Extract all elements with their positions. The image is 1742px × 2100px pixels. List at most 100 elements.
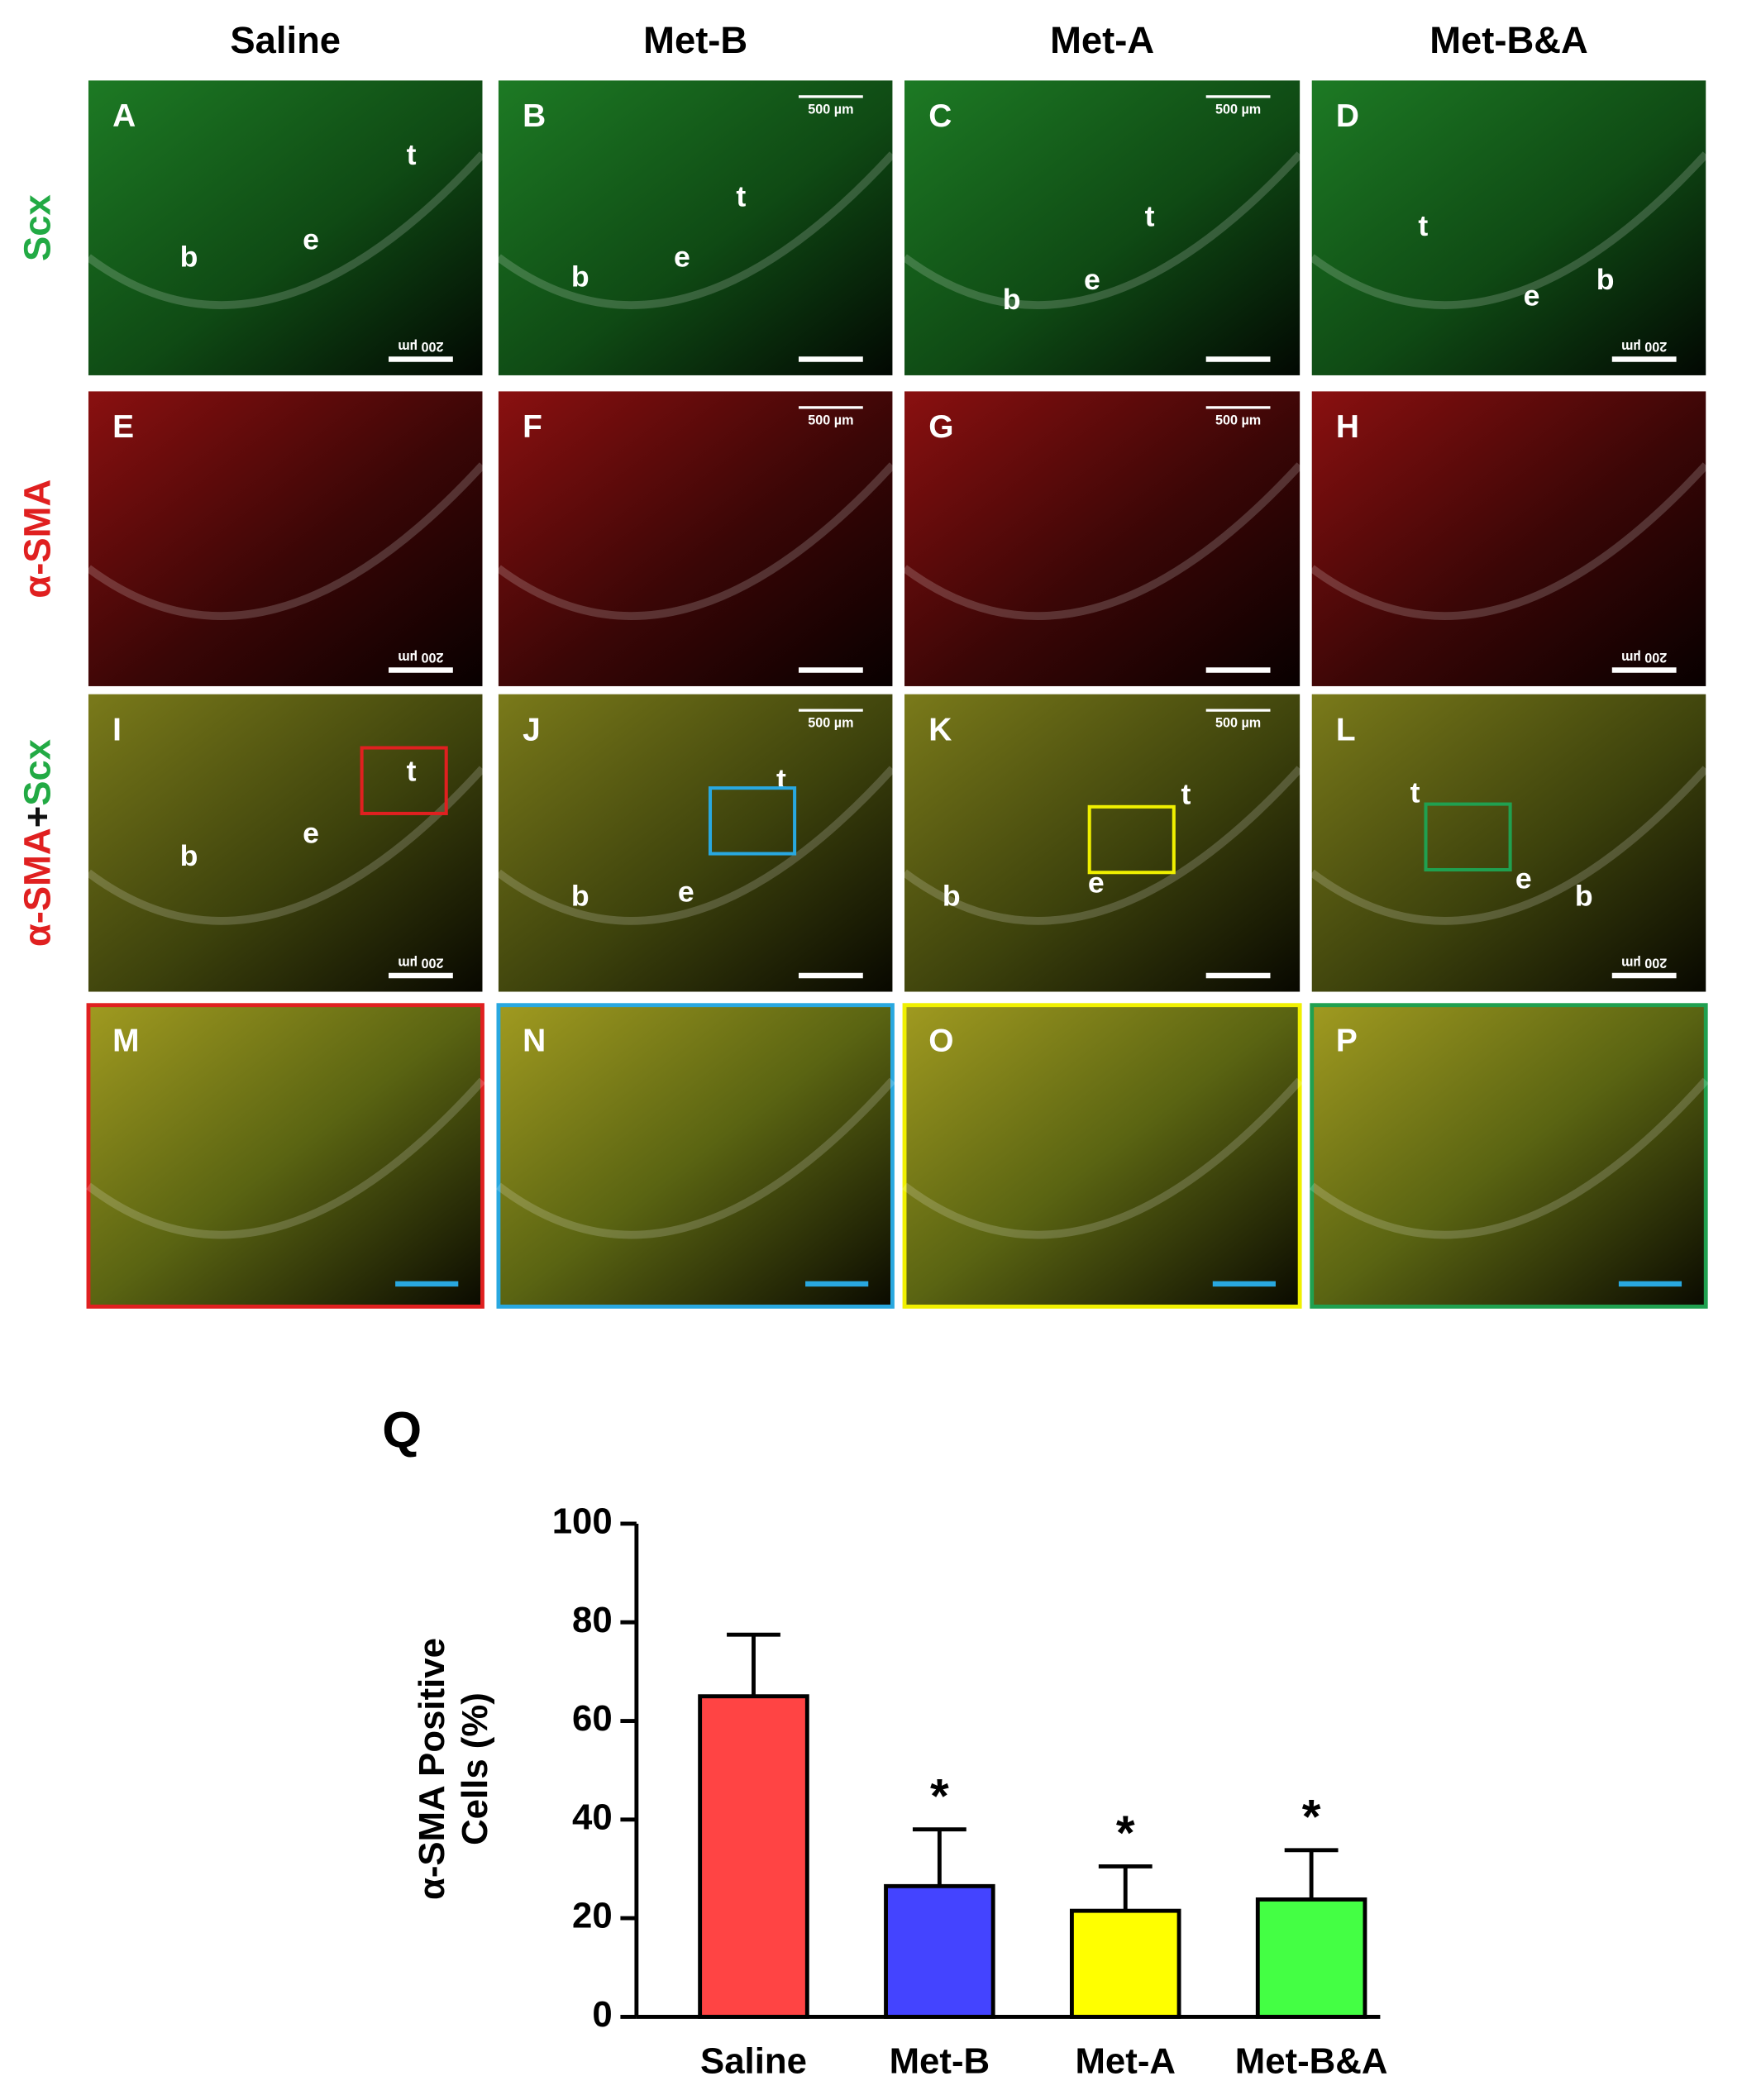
tissue-label: e (678, 876, 694, 909)
x-tick-label: Met-B (890, 2041, 990, 2082)
micrograph (1311, 391, 1706, 686)
micrograph (904, 694, 1301, 992)
y-axis-label-line: Cells (%) (455, 1692, 495, 1845)
column-header: Met-B&A (1429, 19, 1588, 61)
row-label: Scx (17, 194, 59, 261)
row-label: α-SMA+Scx (17, 739, 59, 947)
scale-label: 500 µm (1215, 102, 1261, 117)
tissue-structure (495, 766, 896, 925)
row-label-part: Scx (17, 739, 59, 806)
micrograph (88, 80, 483, 375)
column-header: Saline (230, 19, 341, 61)
panel-letter: A (112, 98, 136, 134)
tissue-label: b (1596, 263, 1615, 296)
tissue-label: t (1410, 776, 1420, 809)
zoom-box (360, 746, 448, 815)
scale-label: 200 µm (398, 339, 443, 354)
tissue-structure (496, 462, 896, 620)
panel-letter: M (112, 1023, 139, 1058)
scale-label: 500 µm (808, 102, 853, 117)
panel-letter: E (112, 409, 134, 445)
tissue-label: e (1524, 279, 1540, 312)
tissue-structure (1309, 462, 1709, 620)
scale-label: 200 µm (1621, 956, 1667, 971)
tissue-structure (86, 151, 486, 309)
row-label-part: Scx (17, 194, 59, 261)
tissue-structure (86, 766, 486, 925)
tissue-label: b (571, 879, 589, 912)
tissue-label: b (180, 839, 198, 872)
panel-letter: P (1336, 1023, 1358, 1058)
zoom-box (708, 786, 797, 856)
y-tick-label: 40 (572, 1797, 613, 1837)
micrograph (498, 694, 893, 992)
panel-letter: G (928, 409, 953, 445)
tissue-label: b (943, 879, 961, 912)
tissue-label: t (1181, 777, 1191, 810)
panel-letter: J (523, 712, 541, 747)
scale-label: 200 µm (398, 956, 443, 971)
tissue-label: e (303, 222, 319, 255)
scale-label: 500 µm (808, 716, 853, 731)
tissue-label: t (1145, 200, 1155, 233)
tissue-label: t (407, 755, 417, 788)
tissue-label: t (1418, 209, 1428, 242)
x-tick-label: Met-B&A (1235, 2041, 1388, 2082)
micrograph (496, 1003, 895, 1309)
tissue-label: e (1515, 861, 1532, 895)
micrograph (88, 694, 483, 992)
panel-letter: K (928, 712, 952, 747)
y-tick-label: 60 (572, 1698, 613, 1739)
tissue-label: e (303, 816, 319, 849)
row-label-part: + (17, 806, 59, 828)
y-axis-label-line: α-SMA Positive (412, 1638, 452, 1900)
micrograph (904, 80, 1301, 375)
panel-letter: L (1336, 712, 1356, 747)
significance-mark: * (1302, 1791, 1321, 1845)
scale-label: 200 µm (398, 650, 443, 665)
scale-label: 500 µm (1215, 413, 1261, 427)
tissue-structure (496, 151, 896, 309)
scale-label: 500 µm (1215, 716, 1261, 731)
tissue-structure (902, 766, 1303, 925)
panel-letter: D (1336, 98, 1359, 134)
column-header: Met-A (1050, 19, 1154, 61)
panel-letter: F (523, 409, 542, 445)
bar (884, 1883, 995, 2019)
row-label-part: α-SMA (17, 480, 59, 599)
panel-letter: I (112, 712, 122, 747)
tissue-structure (1309, 1077, 1709, 1239)
tissue-structure (902, 462, 1303, 620)
panel-letter: B (523, 98, 546, 134)
chart-title: Q (382, 1402, 422, 1459)
y-axis-label: α-SMA Positive Cells (%) (412, 1638, 495, 1900)
tissue-label: t (736, 179, 746, 212)
significance-mark: * (1116, 1806, 1135, 1860)
x-tick-label: Met-A (1075, 2041, 1176, 2082)
tissue-label: b (1575, 879, 1593, 912)
zoom-box (1087, 804, 1176, 875)
micrograph (1311, 80, 1706, 375)
tissue-label: b (1003, 283, 1021, 316)
tissue-label: e (1084, 263, 1100, 296)
significance-mark: * (930, 1769, 949, 1823)
tissue-structure (1309, 151, 1709, 309)
y-tick-label: 20 (572, 1896, 613, 1936)
tissue-structure (902, 151, 1303, 309)
panel-letter: N (523, 1023, 546, 1058)
row-label-part: α-SMA (17, 828, 59, 947)
y-tick-label: 100 (552, 1501, 613, 1542)
micrograph (498, 391, 893, 686)
micrograph (1310, 1003, 1708, 1309)
scale-label: 200 µm (1621, 339, 1667, 354)
zoom-box (1424, 802, 1512, 872)
panel-letter: H (1336, 409, 1359, 445)
tissue-label: b (571, 260, 589, 294)
row-label: α-SMA (17, 480, 59, 599)
scale-label: 500 µm (808, 413, 853, 427)
panel-letter: O (928, 1023, 953, 1058)
micrograph (902, 1003, 1302, 1309)
tissue-label: t (407, 138, 417, 171)
